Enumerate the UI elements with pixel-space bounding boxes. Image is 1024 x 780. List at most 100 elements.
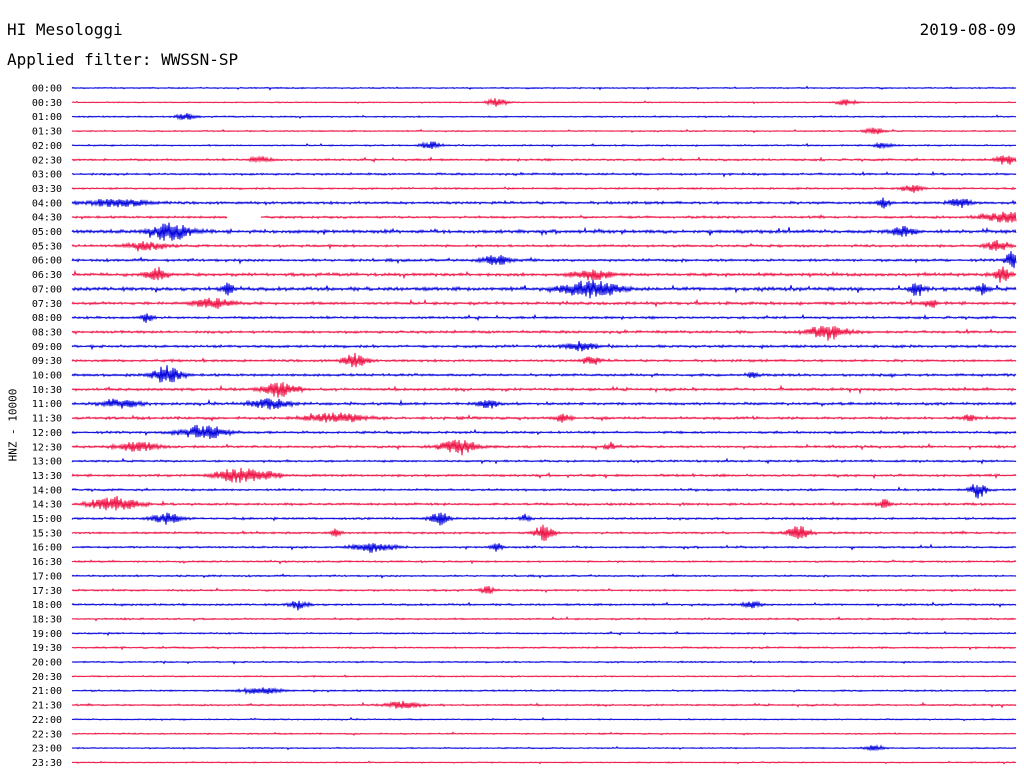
trace-line	[71, 731, 1017, 736]
time-label: 07:00	[32, 284, 62, 295]
date-label: 2019-08-09	[919, 20, 1016, 39]
trace-line	[71, 543, 1017, 553]
time-label: 02:30	[32, 155, 62, 166]
time-label: 04:00	[32, 198, 62, 209]
trace-line	[71, 424, 1017, 440]
time-label: 23:30	[32, 758, 62, 769]
time-label: 08:30	[32, 327, 62, 338]
trace-line	[71, 141, 1017, 150]
time-label: 05:30	[32, 241, 62, 252]
trace-line	[71, 660, 1017, 665]
time-label: 06:30	[32, 270, 62, 281]
time-label: 04:30	[32, 213, 62, 224]
time-label: 14:00	[32, 485, 62, 496]
time-label: 03:00	[32, 170, 62, 181]
time-label: 07:30	[32, 299, 62, 310]
time-label: 16:30	[32, 557, 62, 568]
time-label: 13:30	[32, 471, 62, 482]
trace-line	[71, 313, 1017, 323]
filter-name: WWSSN-SP	[161, 50, 239, 69]
filter-prefix: Applied filter:	[7, 50, 162, 69]
time-label: 12:30	[32, 442, 62, 453]
time-labels: 00:00 00:30 01:00 01:30 02:00 02:30 03:00 03:30…	[32, 84, 62, 769]
time-label: 22:00	[32, 715, 62, 726]
trace-line	[71, 760, 1017, 765]
time-label: 09:00	[32, 342, 62, 353]
time-label: 13:00	[32, 457, 62, 468]
trace-line	[71, 297, 1017, 309]
trace-line	[71, 211, 1017, 223]
trace-line	[71, 616, 1017, 622]
trace-line	[71, 340, 1017, 352]
trace-line	[71, 113, 1017, 121]
trace-line	[71, 325, 1017, 341]
station-title: HI Mesologgi	[7, 20, 123, 39]
trace-line	[71, 645, 1017, 651]
time-label: 23:00	[32, 744, 62, 755]
trace-line	[71, 184, 1017, 193]
trace-line	[71, 170, 1017, 178]
trace-line	[71, 674, 1017, 679]
time-label: 00:30	[32, 98, 62, 109]
time-label: 14:30	[32, 500, 62, 511]
time-label: 01:30	[32, 127, 62, 138]
trace-line	[71, 279, 1017, 299]
time-label: 06:00	[32, 256, 62, 267]
time-label: 15:00	[32, 514, 62, 525]
trace-line	[71, 457, 1017, 465]
trace-line	[71, 97, 1017, 107]
traces	[71, 85, 1017, 765]
trace-line	[71, 365, 1017, 383]
trace-line	[71, 382, 1017, 398]
trace-line	[71, 495, 1017, 511]
trace-line	[71, 630, 1017, 637]
time-label: 21:30	[32, 701, 62, 712]
trace-line	[71, 524, 1017, 541]
time-label: 12:00	[32, 428, 62, 439]
time-label: 18:30	[32, 614, 62, 625]
trace-line	[71, 222, 1017, 241]
time-label: 16:00	[32, 543, 62, 554]
trace-line	[71, 585, 1017, 595]
time-label: 15:30	[32, 528, 62, 539]
time-label: 20:30	[32, 672, 62, 683]
time-label: 17:00	[32, 571, 62, 582]
time-label: 09:30	[32, 356, 62, 367]
trace-line	[71, 559, 1017, 565]
time-label: 20:00	[32, 658, 62, 669]
trace-line	[71, 716, 1017, 722]
trace-line	[71, 700, 1017, 709]
time-label: 02:00	[32, 141, 62, 152]
trace-line	[71, 240, 1017, 252]
time-label: 08:00	[32, 313, 62, 324]
time-label: 11:00	[32, 399, 62, 410]
time-label: 05:00	[32, 227, 62, 238]
trace-line	[71, 744, 1017, 752]
trace-line	[71, 266, 1017, 283]
trace-line	[71, 512, 1017, 526]
time-label: 18:00	[32, 600, 62, 611]
time-label: 03:30	[32, 184, 62, 195]
trace-line	[71, 600, 1017, 611]
trace-line	[71, 467, 1017, 483]
trace-line	[71, 573, 1017, 579]
trace-line	[71, 127, 1017, 135]
time-label: 19:30	[32, 643, 62, 654]
trace-line	[71, 197, 1017, 209]
time-label: 00:00	[32, 84, 62, 95]
time-label: 19:00	[32, 629, 62, 640]
time-label: 11:30	[32, 414, 62, 425]
trace-line	[71, 251, 1017, 269]
trace-line	[71, 686, 1017, 695]
trace-line	[71, 155, 1017, 165]
time-label: 17:30	[32, 586, 62, 597]
trace-line	[71, 398, 1017, 410]
filter-label: Applied filter: WWSSN-SP	[7, 50, 238, 69]
trace-line	[71, 412, 1017, 423]
trace-line	[71, 484, 1017, 499]
trace-line	[71, 352, 1017, 368]
trace-line	[71, 439, 1017, 456]
time-label: 10:00	[32, 371, 62, 382]
time-label: 01:00	[32, 112, 62, 123]
